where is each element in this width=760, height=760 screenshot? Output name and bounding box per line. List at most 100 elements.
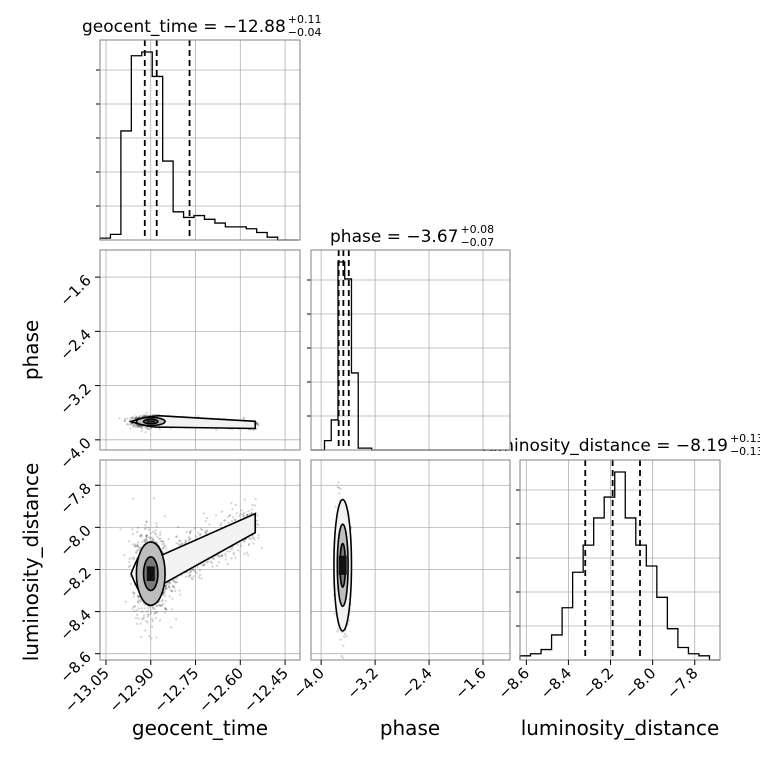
- scatter-point: [204, 531, 207, 535]
- scatter-point: [240, 544, 243, 547]
- scatter-point: [252, 428, 255, 431]
- scatter-point: [163, 589, 166, 593]
- scatter-point: [130, 422, 133, 425]
- scatter-point: [188, 571, 191, 574]
- scatter-point: [175, 542, 178, 545]
- xlabel-phase: phase: [380, 716, 440, 740]
- scatter-point: [171, 585, 174, 588]
- title-geocent-time: geocent_time = −12.88 +0.11 −0.04: [82, 13, 322, 39]
- scatter-point: [202, 563, 205, 566]
- scatter-point: [181, 542, 184, 545]
- scatter-point: [132, 605, 136, 608]
- scatter-point: [145, 539, 149, 542]
- scatter-point: [200, 528, 204, 531]
- scatter-point: [205, 529, 209, 532]
- scatter-point: [155, 525, 158, 528]
- scatter-point: [163, 607, 167, 610]
- scatter-point: [155, 604, 158, 608]
- scatter-point: [165, 548, 168, 551]
- scatter-point: [144, 431, 147, 434]
- scatter-point: [145, 535, 148, 538]
- scatter-point: [230, 519, 234, 523]
- scatter-point: [237, 549, 240, 552]
- scatter-point: [160, 604, 163, 607]
- y-tick-label: −7.8: [56, 479, 94, 517]
- scatter-point: [127, 423, 130, 426]
- scatter-point: [232, 553, 236, 556]
- scatter-point: [247, 510, 250, 513]
- scatter-point: [176, 535, 179, 538]
- scatter-point: [169, 626, 173, 629]
- scatter-point: [167, 537, 170, 541]
- scatter-point: [145, 414, 148, 417]
- scatter-point: [178, 544, 181, 547]
- scatter-point: [220, 510, 224, 513]
- x-tick-label: −12.90: [106, 664, 158, 716]
- scatter-point: [156, 604, 159, 607]
- xlabel-luminosity-distance: luminosity_distance: [521, 716, 720, 740]
- scatter-point: [131, 533, 135, 536]
- scatter-point: [143, 540, 147, 543]
- scatter-point: [220, 554, 223, 557]
- scatter-point: [139, 414, 142, 417]
- scatter-point: [158, 537, 161, 540]
- scatter-point: [161, 547, 164, 550]
- scatter-point: [147, 613, 150, 616]
- scatter-point: [154, 611, 157, 614]
- scatter-point: [252, 542, 255, 545]
- scatter-point: [145, 538, 148, 541]
- scatter-point: [236, 543, 239, 546]
- scatter-point: [251, 504, 254, 507]
- scatter-point: [163, 594, 167, 597]
- scatter-point: [155, 522, 158, 525]
- title-phase: phase = −3.67 +0.08 −0.07: [330, 223, 494, 249]
- scatter-point: [224, 554, 227, 558]
- scatter-point: [124, 417, 127, 420]
- scatter-point: [133, 544, 136, 547]
- scatter-point: [135, 416, 139, 419]
- scatter-point: [159, 537, 162, 540]
- scatter-point: [144, 538, 147, 541]
- scatter-point: [179, 543, 182, 547]
- scatter-point: [137, 594, 140, 598]
- scatter-point: [192, 569, 195, 572]
- scatter-point: [146, 621, 149, 624]
- scatter-point: [128, 557, 131, 560]
- scatter-point: [145, 619, 148, 622]
- scatter-point: [172, 580, 175, 583]
- scatter-point: [234, 518, 237, 522]
- scatter-point: [164, 585, 167, 588]
- scatter-point: [141, 541, 144, 544]
- title-minus: −0.04: [288, 26, 322, 39]
- y-tick-label: −8.0: [56, 521, 94, 559]
- scatter-point: [135, 530, 139, 534]
- scatter-point: [189, 574, 192, 577]
- scatter-point: [245, 551, 248, 554]
- scatter-point: [151, 625, 154, 628]
- scatter-point: [148, 526, 151, 529]
- scatter-point: [133, 609, 136, 613]
- title-plus: +0.11: [288, 13, 322, 26]
- title-plus: +0.13: [730, 432, 760, 445]
- scatter-point: [162, 551, 165, 554]
- scatter-point: [164, 599, 167, 602]
- scatter-point: [134, 543, 137, 546]
- scatter-point: [342, 644, 345, 647]
- scatter-point: [200, 527, 203, 531]
- scatter-point: [242, 511, 246, 514]
- scatter-point: [136, 545, 139, 548]
- scatter-point: [146, 427, 150, 430]
- scatter-point: [175, 580, 178, 584]
- scatter-point: [204, 532, 208, 535]
- scatter-point: [123, 419, 126, 422]
- scatter-point: [257, 422, 260, 425]
- scatter-point: [187, 539, 190, 542]
- scatter-point: [141, 414, 145, 417]
- scatter-point: [151, 618, 154, 621]
- x-tick-label: −8.0: [621, 664, 659, 702]
- title-label: geocent_time = −12.88: [82, 17, 286, 37]
- scatter-point: [257, 534, 260, 537]
- scatter-point: [205, 516, 209, 520]
- scatter-point: [223, 519, 227, 522]
- scatter-point: [160, 604, 164, 607]
